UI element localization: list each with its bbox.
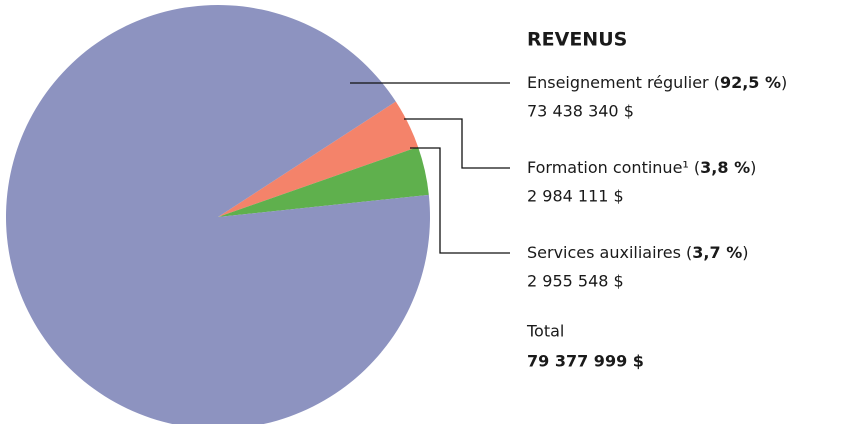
chart-title: REVENUS	[527, 29, 627, 51]
category-name: Enseignement régulier	[527, 73, 709, 92]
value-label: 3,8 %	[700, 158, 750, 177]
paren: (	[709, 73, 720, 92]
amount-label: 2 955 548 $	[527, 272, 624, 291]
category-name: Formation continue¹	[527, 158, 689, 177]
category-name: Services auxiliaires	[527, 243, 681, 262]
paren: )	[781, 73, 787, 92]
value-label: 3,7 %	[692, 243, 742, 262]
paren: (	[681, 243, 692, 262]
value-label: 92,5 %	[720, 73, 781, 92]
legend-label: Services auxiliaires (3,7 %)	[527, 243, 749, 262]
amount-label: 73 438 340 $	[527, 102, 634, 121]
leader-line	[404, 118, 510, 169]
legend-label: Enseignement régulier (92,5 %)	[527, 73, 787, 92]
paren: )	[742, 243, 748, 262]
pie-slice	[218, 146, 429, 217]
total-label: Total	[526, 322, 564, 341]
legend-label: Formation continue¹ (3,8 %)	[527, 158, 756, 177]
leader-line	[410, 147, 510, 254]
pie-slice	[6, 5, 430, 424]
amount-label: 2 984 111 $	[527, 187, 624, 206]
paren: (	[689, 158, 700, 177]
pie-slice	[218, 101, 419, 217]
total-value: 79 377 999 $	[527, 352, 644, 371]
pie	[6, 5, 430, 424]
paren: )	[750, 158, 756, 177]
